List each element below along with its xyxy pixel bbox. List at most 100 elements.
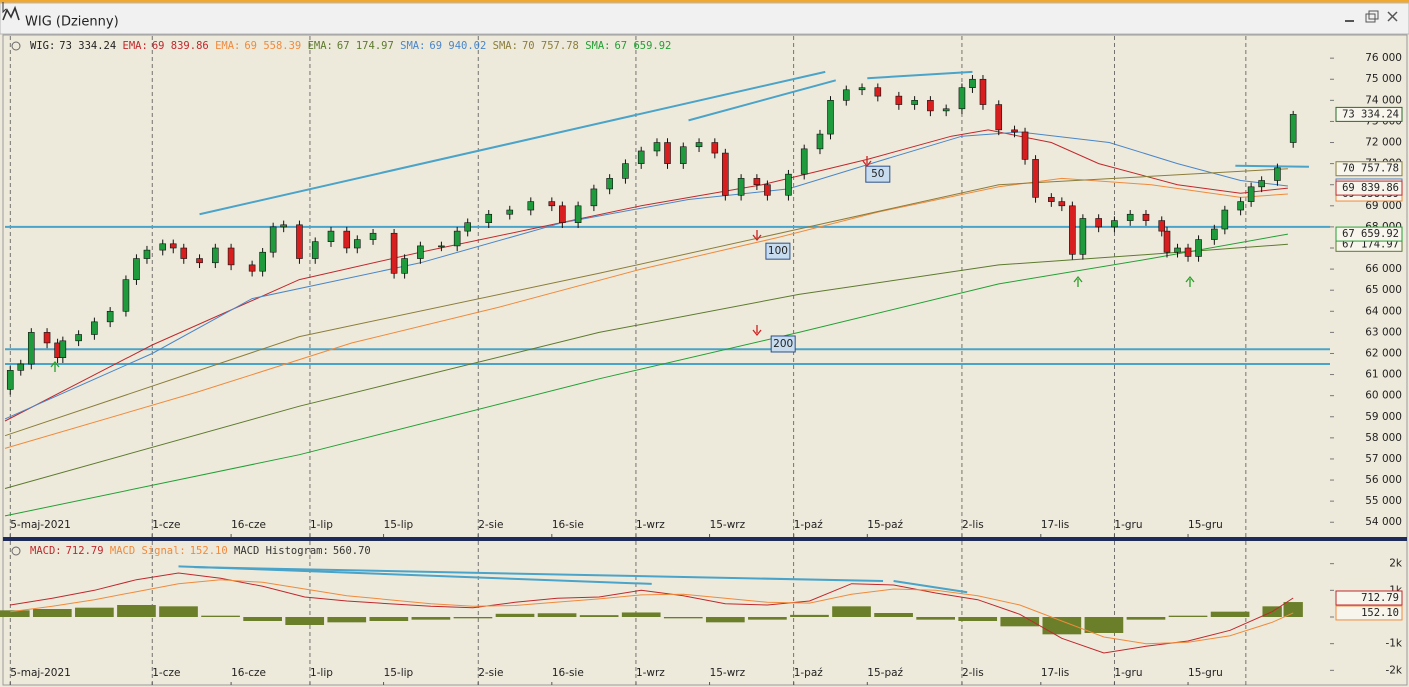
candle-body (1163, 230, 1171, 253)
candle-body (679, 146, 687, 164)
legend-value: 69 940.02 (429, 40, 486, 52)
candle-body (227, 247, 235, 266)
x-tick-label: 17-lis (1041, 667, 1069, 679)
histogram-bar (411, 617, 451, 620)
x-tick-label: 1-cze (152, 519, 180, 531)
value-box-label: 152.10 (1361, 607, 1399, 619)
y-tick-label: 63 000 (1365, 326, 1402, 338)
trend-line (893, 580, 968, 594)
x-tick-label: 1-paź (794, 667, 824, 679)
value-box (1335, 161, 1403, 177)
legend-name: EMA: (123, 40, 148, 52)
x-tick-label: 15-paź (867, 519, 903, 531)
candle-body (927, 100, 934, 112)
candle-body (169, 243, 177, 249)
legend-name: SMA: (585, 40, 610, 52)
candle-body (248, 264, 256, 272)
close-button[interactable] (1387, 11, 1398, 22)
pane-divider (3, 537, 1407, 541)
x-tick-label: 2-sie (478, 519, 503, 531)
candle-body (390, 232, 398, 274)
candle-body (827, 100, 834, 135)
histogram-bar (1084, 617, 1124, 633)
candle-body (622, 163, 629, 179)
legend-name: MACD: (30, 545, 62, 557)
histogram-bar (748, 617, 787, 620)
x-tick-label: 16-cze (231, 667, 266, 679)
candle-body (75, 334, 82, 342)
legend-value: 712.79 (66, 545, 104, 557)
candle-body (401, 258, 408, 274)
x-tick-label: 1-lip (310, 519, 333, 531)
y-tick-label: 64 000 (1365, 305, 1402, 317)
value-box-label: 67 659.92 (1342, 228, 1399, 240)
candle-body (785, 173, 792, 196)
candle-body (711, 142, 719, 154)
candle-body (159, 243, 167, 251)
candle-body (1058, 201, 1066, 207)
candle-body (722, 152, 729, 196)
candle-body (1126, 213, 1134, 221)
candle-body (1247, 186, 1255, 202)
restore-button[interactable] (1365, 13, 1376, 23)
x-tick-label: 1-wrz (636, 519, 665, 531)
pane-icon (11, 41, 21, 51)
candle-body (143, 249, 151, 259)
y-tick-label: 59 000 (1365, 411, 1402, 423)
candle-body (43, 332, 51, 344)
candle-body (453, 230, 461, 247)
candle-body (1142, 213, 1150, 221)
candle-body (653, 142, 661, 152)
legend-value: 67 659.92 (614, 40, 671, 52)
histogram-bar (579, 615, 619, 617)
candle-body (133, 258, 140, 280)
histogram-bar (1042, 617, 1082, 635)
window-controls[interactable] (1345, 10, 1398, 23)
candle-body (895, 95, 903, 105)
histogram-bar (1168, 615, 1208, 617)
x-tick-label: 15-wrz (710, 519, 746, 531)
chart-frame (2, 34, 1408, 686)
candle-body (527, 201, 535, 211)
histogram-bar (958, 617, 998, 621)
candle-body (1158, 220, 1166, 232)
x-tick-label: 5-maj-2021 (10, 667, 71, 679)
candle-body (1221, 209, 1229, 230)
annotation-box (770, 335, 796, 353)
candle-body (17, 363, 25, 371)
x-tick-label: 15-gru (1188, 519, 1223, 531)
app-icon (2, 5, 20, 21)
candle-body (737, 178, 745, 196)
candle-body (842, 89, 850, 101)
y-tick-label: 72 000 (1365, 137, 1402, 149)
histogram-bar (453, 617, 493, 619)
x-tick-label: 2-lis (962, 667, 984, 679)
candle-body (1195, 239, 1202, 257)
histogram-bar (285, 617, 325, 625)
y-tick-label: -2k (1385, 664, 1402, 676)
y-tick-label: 69 000 (1365, 200, 1402, 212)
histogram-bar (537, 613, 577, 617)
window-title: WIG (Dzienny) (25, 15, 119, 30)
candle-body (606, 178, 613, 190)
value-box-label: 73 334.24 (1342, 108, 1399, 120)
histogram-bar (369, 617, 409, 621)
pane-icons (11, 41, 21, 556)
trend-line (1235, 164, 1309, 168)
pane-candlestick: 5-maj-2021 1-cze 16-cze 1-lip 15-lip 2-sie 16-… (4, 36, 1403, 537)
candle-body (1274, 167, 1281, 181)
legend-value: 152.10 (190, 545, 228, 557)
x-tick-label: 1-paź (794, 519, 824, 531)
histogram-bar (1000, 617, 1040, 627)
sell-arrow (752, 325, 762, 337)
candle-body (311, 241, 319, 259)
buy-arrow (1185, 275, 1195, 287)
minimize-button[interactable] (1345, 20, 1354, 22)
candle-body (664, 142, 671, 164)
histogram-bar (0, 610, 30, 617)
x-tick-label: 15-lip (384, 519, 414, 531)
legend-value: 560.70 (333, 545, 371, 557)
legend-name: MACD Histogram: (234, 545, 329, 557)
y-tick-label: 2k (1389, 558, 1403, 570)
histogram-bar (159, 606, 198, 617)
